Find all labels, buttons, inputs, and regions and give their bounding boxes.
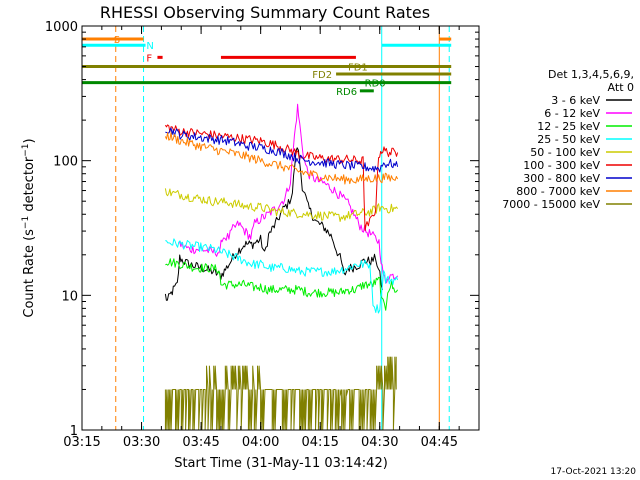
legend-label-5: 100 - 300 keV — [523, 159, 600, 172]
legend-label-3: 25 - 50 keV — [537, 133, 600, 146]
series-line-3 — [165, 238, 399, 314]
series-line-7 — [164, 132, 399, 185]
legend-label-2: 12 - 25 keV — [537, 120, 600, 133]
x-tick-label-5: 04:30 — [361, 435, 398, 450]
x-tick-label-2: 03:45 — [182, 435, 219, 450]
legend-title-line-1: Att 0 — [608, 81, 634, 94]
flag-label-n: N — [146, 41, 153, 52]
x-axis-label: Start Time (31-May-11 03:14:42) — [174, 456, 388, 471]
y-tick-label-2: 100 — [53, 155, 78, 170]
chart-title: RHESSI Observing Summary Count Rates — [100, 3, 430, 22]
flag-label-rd0: RD0 — [365, 79, 386, 90]
series-line-0 — [164, 147, 383, 301]
legend-label-4: 50 - 100 keV — [530, 146, 600, 159]
flag-layer: S NF FD1 FD2 RD0 RD6 — [82, 26, 452, 430]
x-tick-label-3: 04:00 — [242, 435, 279, 450]
series-line-1 — [179, 103, 399, 284]
series-line-6 — [165, 127, 399, 173]
flag-label-rd6: RD6 — [336, 87, 357, 98]
x-tick-label-6: 04:45 — [421, 435, 458, 450]
legend-label-8: 7000 - 15000 keV — [502, 198, 600, 211]
flag-label-fd2: FD2 — [312, 70, 332, 81]
series-line-2 — [165, 258, 399, 311]
series-line-8 — [164, 356, 397, 431]
legend-title-line-0: Det 1,3,4,5,6,9, — [548, 68, 634, 81]
flag-label-f: F — [146, 53, 152, 64]
flag-label-fd1: FD1 — [348, 63, 368, 74]
x-tick-label-4: 04:15 — [301, 435, 338, 450]
footer-timestamp: 17-Oct-2021 13:20 — [551, 467, 637, 477]
flag-label-s: S — [114, 35, 120, 46]
x-tick-label-1: 03:30 — [123, 435, 160, 450]
axis-layer: 03:15 03:30 03:45 04:00 04:15 04:30 04:45 1 10 10… — [45, 20, 480, 450]
legend-label-1: 6 - 12 keV — [544, 107, 600, 120]
series-line-5 — [164, 124, 399, 231]
x-tick-label-0: 03:15 — [63, 435, 100, 450]
y-axis-label: Count Rate (s−1 detector−1) — [21, 138, 37, 317]
series-line-4 — [164, 188, 399, 222]
y-tick-label-3: 1000 — [45, 20, 78, 35]
legend-label-7: 800 - 7000 keV — [516, 185, 600, 198]
series-layer — [164, 103, 399, 431]
y-tick-label-1: 10 — [61, 289, 78, 304]
legend-label-6: 300 - 800 keV — [523, 172, 600, 185]
plot-frame — [81, 25, 480, 431]
legend-label-0: 3 - 6 keV — [551, 94, 600, 107]
y-tick-label-0: 1 — [70, 424, 78, 439]
